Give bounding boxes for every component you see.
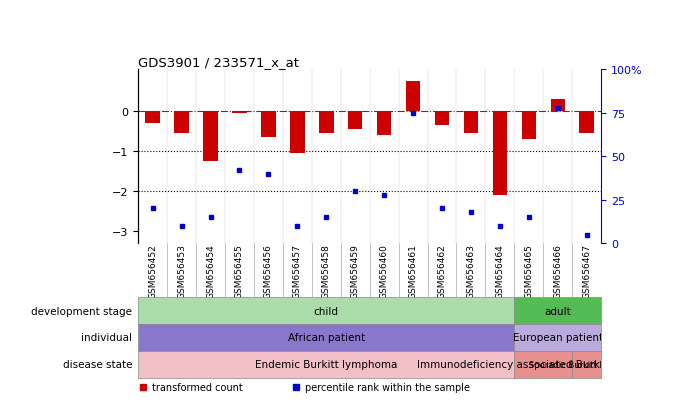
Text: GSM656459: GSM656459 bbox=[351, 244, 360, 299]
Text: child: child bbox=[314, 306, 339, 316]
Text: GSM656452: GSM656452 bbox=[148, 244, 157, 298]
Text: adult: adult bbox=[545, 306, 571, 316]
Text: GSM656458: GSM656458 bbox=[322, 244, 331, 299]
Bar bbox=[514, 297, 601, 324]
Bar bbox=[464, 112, 478, 134]
Bar bbox=[138, 297, 514, 324]
Bar bbox=[290, 112, 305, 154]
Bar bbox=[377, 112, 391, 136]
Text: GSM656465: GSM656465 bbox=[524, 244, 533, 299]
Bar bbox=[145, 112, 160, 124]
Text: GDS3901 / 233571_x_at: GDS3901 / 233571_x_at bbox=[138, 56, 299, 69]
Bar bbox=[514, 351, 572, 378]
Text: African patient: African patient bbox=[287, 332, 365, 343]
Text: GSM656466: GSM656466 bbox=[553, 244, 562, 299]
Text: development stage: development stage bbox=[31, 306, 133, 316]
Text: GSM656467: GSM656467 bbox=[583, 244, 591, 299]
Text: GSM656462: GSM656462 bbox=[437, 244, 446, 298]
Text: GSM656464: GSM656464 bbox=[495, 244, 504, 298]
Bar bbox=[203, 112, 218, 162]
Text: disease state: disease state bbox=[63, 359, 133, 370]
Text: Endemic Burkitt lymphoma: Endemic Burkitt lymphoma bbox=[255, 359, 397, 370]
Bar bbox=[580, 112, 594, 134]
Text: Sporadic Burkitt lymphoma: Sporadic Burkitt lymphoma bbox=[529, 360, 644, 369]
Text: GSM656463: GSM656463 bbox=[466, 244, 475, 299]
Bar bbox=[261, 112, 276, 138]
Text: European patient: European patient bbox=[513, 332, 603, 343]
Bar bbox=[435, 112, 449, 126]
Bar bbox=[232, 112, 247, 114]
Bar bbox=[514, 324, 601, 351]
Bar bbox=[493, 112, 507, 196]
Bar bbox=[406, 82, 420, 112]
Text: GSM656455: GSM656455 bbox=[235, 244, 244, 299]
Text: GSM656461: GSM656461 bbox=[408, 244, 417, 299]
Text: Immunodeficiency associated Burkitt lymphoma: Immunodeficiency associated Burkitt lymp… bbox=[417, 359, 670, 370]
Text: GSM656457: GSM656457 bbox=[293, 244, 302, 299]
Bar bbox=[174, 112, 189, 134]
Text: GSM656453: GSM656453 bbox=[177, 244, 186, 299]
Bar bbox=[138, 351, 514, 378]
Text: GSM656460: GSM656460 bbox=[379, 244, 388, 299]
Bar bbox=[551, 100, 565, 112]
Bar bbox=[138, 324, 514, 351]
Bar bbox=[348, 112, 363, 130]
Text: GSM656456: GSM656456 bbox=[264, 244, 273, 299]
Bar bbox=[522, 112, 536, 140]
Text: percentile rank within the sample: percentile rank within the sample bbox=[305, 382, 470, 392]
Bar bbox=[572, 351, 601, 378]
Text: individual: individual bbox=[82, 332, 133, 343]
Text: GSM656454: GSM656454 bbox=[206, 244, 215, 298]
Bar bbox=[319, 112, 334, 134]
Text: transformed count: transformed count bbox=[152, 382, 243, 392]
